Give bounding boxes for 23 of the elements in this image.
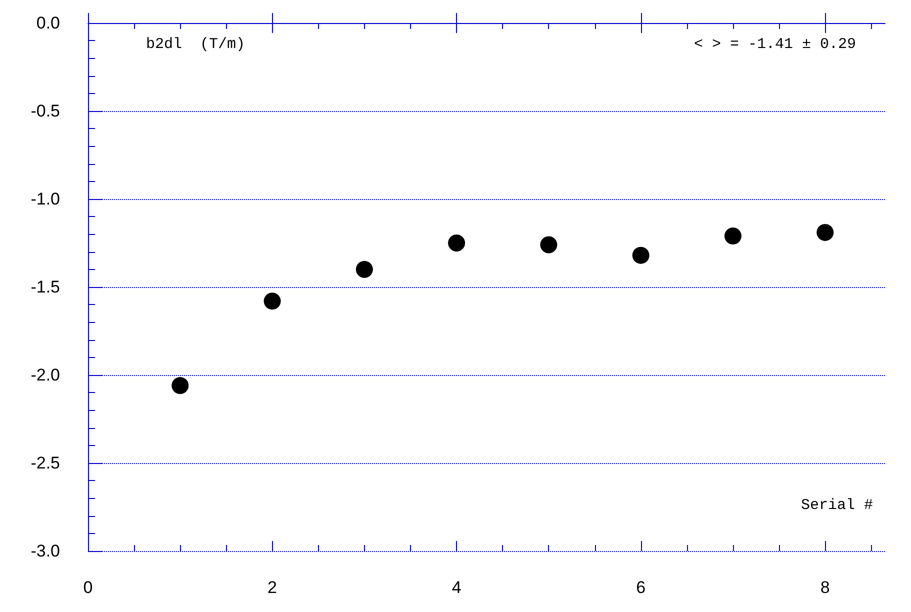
point [724, 227, 742, 244]
point [816, 224, 834, 241]
point [632, 246, 650, 264]
x-axis-title: Serial # [800, 497, 874, 514]
y-tick-label: -2.5 [30, 454, 60, 472]
y-tick-label: -3.0 [30, 542, 60, 560]
y-tick-label: -0.5 [30, 102, 60, 120]
y-tick-label: -1.0 [30, 190, 60, 208]
point [356, 260, 373, 278]
y-tick-label: 0.0 [36, 14, 60, 32]
x-tick-label: 8 [820, 578, 830, 597]
y-tick-label: -2.0 [30, 366, 60, 384]
point [448, 234, 466, 252]
point [540, 236, 558, 254]
x-tick-label: 6 [636, 578, 646, 597]
x-tick-label: 0 [83, 578, 93, 597]
point [264, 292, 281, 310]
x-tick-label: 4 [452, 578, 462, 597]
point [172, 377, 189, 394]
x-tick-label: 2 [268, 578, 278, 597]
y-axis-title: b2dl (T/m) [146, 36, 246, 53]
y-tick-label: -1.5 [30, 278, 60, 296]
annotation: < > = -1.41 ± 0.29 [694, 36, 856, 53]
